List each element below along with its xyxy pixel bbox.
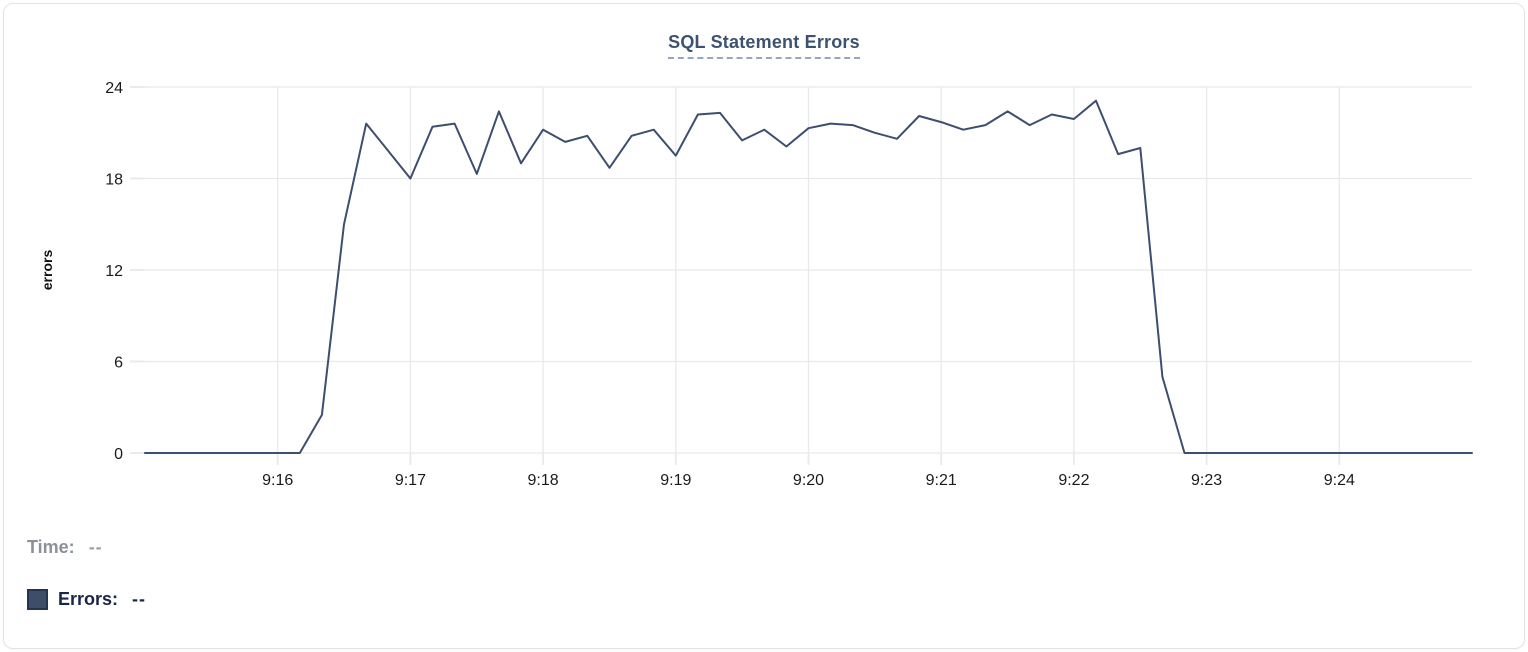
y-tick-label: 18 [105, 172, 123, 189]
y-axis-title: errors [39, 250, 55, 291]
errors-readout-label: Errors: [58, 589, 119, 609]
y-tick-label: 12 [105, 263, 123, 280]
x-tick-label: 9:20 [793, 472, 824, 489]
x-tick-label: 9:22 [1058, 472, 1089, 489]
chart-header: SQL Statement Errors [4, 32, 1524, 59]
x-tick-label: 9:24 [1324, 472, 1355, 489]
y-tick-label: 6 [114, 355, 123, 372]
errors-readout-row: Errors: -- [27, 589, 146, 610]
errors-legend-swatch-icon [27, 589, 48, 610]
x-tick-label: 9:23 [1191, 472, 1222, 489]
y-tick-label: 24 [105, 80, 123, 97]
time-readout-value: -- [88, 537, 103, 557]
x-tick-label: 9:16 [262, 472, 293, 489]
series-line-errors [144, 99, 1473, 454]
x-tick-label: 9:17 [395, 472, 426, 489]
y-tick-label: 0 [114, 446, 123, 463]
x-tick-label: 9:21 [926, 472, 957, 489]
chart-card: SQL Statement Errors 0 6 12 18 24 9:16 9:17 9:1… [3, 3, 1525, 649]
errors-readout-value: -- [132, 589, 147, 609]
chart-title[interactable]: SQL Statement Errors [668, 32, 860, 59]
time-readout-label: Time: [27, 537, 75, 557]
sql-errors-line-chart[interactable]: 0 6 12 18 24 9:16 9:17 9:18 9:19 9:20 9:21 9:22 9:23… [4, 4, 1526, 524]
x-tick-label: 9:19 [660, 472, 691, 489]
x-tick-label: 9:18 [528, 472, 559, 489]
time-readout-row: Time: -- [27, 537, 103, 558]
